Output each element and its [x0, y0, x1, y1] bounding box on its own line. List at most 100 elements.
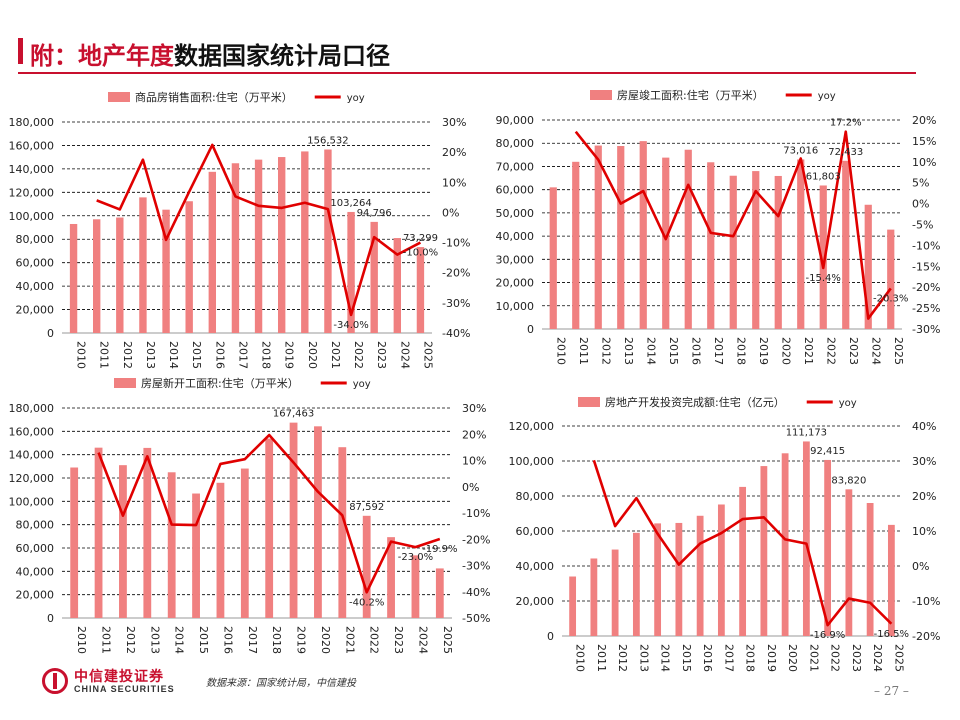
data-label: 17.2%: [830, 118, 862, 129]
y2-tick-label: 10%: [912, 156, 936, 169]
bar: [632, 532, 640, 636]
y-tick-label: 100,000: [509, 455, 555, 468]
bar: [707, 162, 715, 329]
y-tick-label: 40,000: [16, 565, 55, 578]
y2-tick-label: 20%: [442, 146, 466, 159]
x-tick-label: 2020: [306, 341, 319, 369]
x-tick-label: 2014: [173, 626, 186, 654]
y2-tick-label: 20%: [912, 490, 936, 503]
y2-tick-label: 0%: [912, 198, 929, 211]
data-label: 87,592: [349, 502, 384, 513]
data-label: 111,173: [786, 427, 827, 438]
x-tick-label: 2021: [807, 644, 820, 672]
x-tick-label: 2017: [246, 626, 259, 654]
bar: [92, 219, 101, 333]
data-label: 61,803: [806, 171, 841, 182]
y-tick-label: 50,000: [496, 207, 535, 220]
bar: [265, 438, 274, 618]
y-tick-label: 160,000: [9, 425, 55, 438]
y2-tick-label: 40%: [912, 420, 936, 433]
x-tick-label: 2019: [283, 341, 296, 369]
y-tick-label: 20,000: [16, 589, 55, 602]
y-tick-label: 20,000: [516, 595, 555, 608]
bar: [387, 537, 395, 618]
x-tick-label: 2010: [554, 337, 567, 365]
y-tick-label: 80,000: [16, 519, 55, 532]
y2-tick-label: -10%: [462, 507, 490, 520]
x-tick-label: 2020: [786, 644, 799, 672]
bar: [654, 523, 662, 636]
x-tick-label: 2010: [574, 644, 587, 672]
bar: [143, 447, 152, 618]
y2-tick-label: -5%: [912, 219, 933, 232]
chart-residential-sales-area: 商品房销售面积:住宅（万平米） yoy 0 20,000 40,000 60,000 80,…: [9, 90, 471, 369]
bar: [572, 161, 580, 329]
y-tick-label: 80,000: [16, 233, 55, 246]
bar: [887, 524, 895, 636]
page-header: 附：地产年度数据国家统计局口径: [0, 0, 960, 74]
page-footer: 中信建投证券 CHINA SECURITIES 数据来源：国家统计局，中信建投 …: [0, 660, 960, 720]
chart-residential-new-starts-area: 房屋新开工面积:住宅（万平米） yoy 0 20,000 40,000 60,000 80,…: [9, 376, 491, 654]
bar: [662, 157, 670, 329]
y-tick-label: 140,000: [9, 449, 55, 462]
x-tick-label: 2017: [712, 337, 725, 365]
chart-residential-investment: 房地产开发投资完成额:住宅（亿元） yoy 0 20,000 40,000 60,000 8…: [509, 395, 941, 672]
y2-tick-label: -30%: [462, 560, 490, 573]
y-tick-label: 40,000: [496, 230, 535, 243]
bar: [185, 201, 193, 333]
x-tick-label: 2018: [260, 341, 273, 369]
page-number: – 27 –: [874, 684, 909, 698]
x-tick-label: 2018: [270, 626, 283, 654]
bar: [752, 171, 760, 329]
x-tick-label: 2023: [847, 337, 860, 365]
data-label: 73,016: [783, 145, 818, 156]
y2-tick-label: -40%: [462, 586, 490, 599]
data-label: -16.9%: [810, 630, 845, 641]
x-tick-label: 2017: [722, 644, 735, 672]
header-divider: [18, 72, 916, 74]
x-tick-label: 2024: [869, 337, 882, 365]
y2-tick-label: -15%: [912, 260, 940, 273]
x-tick-label: 2020: [779, 337, 792, 365]
x-tick-label: 2016: [701, 644, 714, 672]
bar: [324, 149, 332, 333]
data-label: -20.3%: [873, 293, 908, 304]
bar: [70, 467, 79, 618]
x-tick-label: 2012: [121, 341, 134, 369]
legend-line-label: yoy: [818, 91, 836, 102]
bar: [819, 185, 827, 329]
bar: [739, 486, 747, 636]
x-tick-label: 2019: [295, 626, 308, 654]
y2-tick-label: -20%: [912, 630, 940, 643]
y-tick-label: 20,000: [16, 304, 55, 317]
bar: [594, 145, 602, 329]
bar: [277, 157, 286, 333]
legend-bar-swatch: [114, 378, 136, 388]
y-tick-label: 60,000: [16, 257, 55, 270]
x-tick-label: 2024: [416, 626, 429, 654]
y2-tick-label: 5%: [912, 177, 929, 190]
x-tick-label: 2010: [75, 626, 88, 654]
x-tick-label: 2024: [871, 644, 884, 672]
x-tick-label: 2012: [616, 644, 629, 672]
data-label: -16.5%: [874, 629, 909, 640]
y-tick-label: 30,000: [496, 253, 535, 266]
x-tick-label: 2016: [221, 626, 234, 654]
company-logo-icon: [42, 668, 68, 694]
bar: [416, 247, 425, 333]
x-tick-label: 2021: [343, 626, 356, 654]
x-tick-label: 2013: [622, 337, 635, 365]
bar: [549, 187, 557, 329]
bar: [717, 504, 725, 636]
y2-tick-label: 0%: [912, 560, 929, 573]
title-highlight: 地产年度: [78, 41, 174, 70]
x-tick-label: 2019: [765, 644, 778, 672]
x-tick-label: 2016: [213, 341, 226, 369]
x-tick-label: 2019: [757, 337, 770, 365]
x-tick-label: 2010: [75, 341, 88, 369]
x-tick-label: 2022: [368, 626, 381, 654]
title-prefix: 附：: [30, 41, 78, 70]
x-tick-label: 2012: [599, 337, 612, 365]
data-label: 92,415: [810, 446, 845, 457]
y2-tick-label: -20%: [462, 533, 490, 546]
